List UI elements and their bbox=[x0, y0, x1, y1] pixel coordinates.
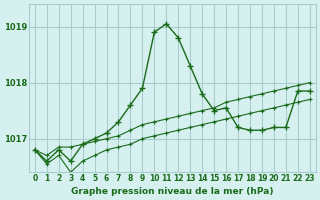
X-axis label: Graphe pression niveau de la mer (hPa): Graphe pression niveau de la mer (hPa) bbox=[71, 187, 274, 196]
